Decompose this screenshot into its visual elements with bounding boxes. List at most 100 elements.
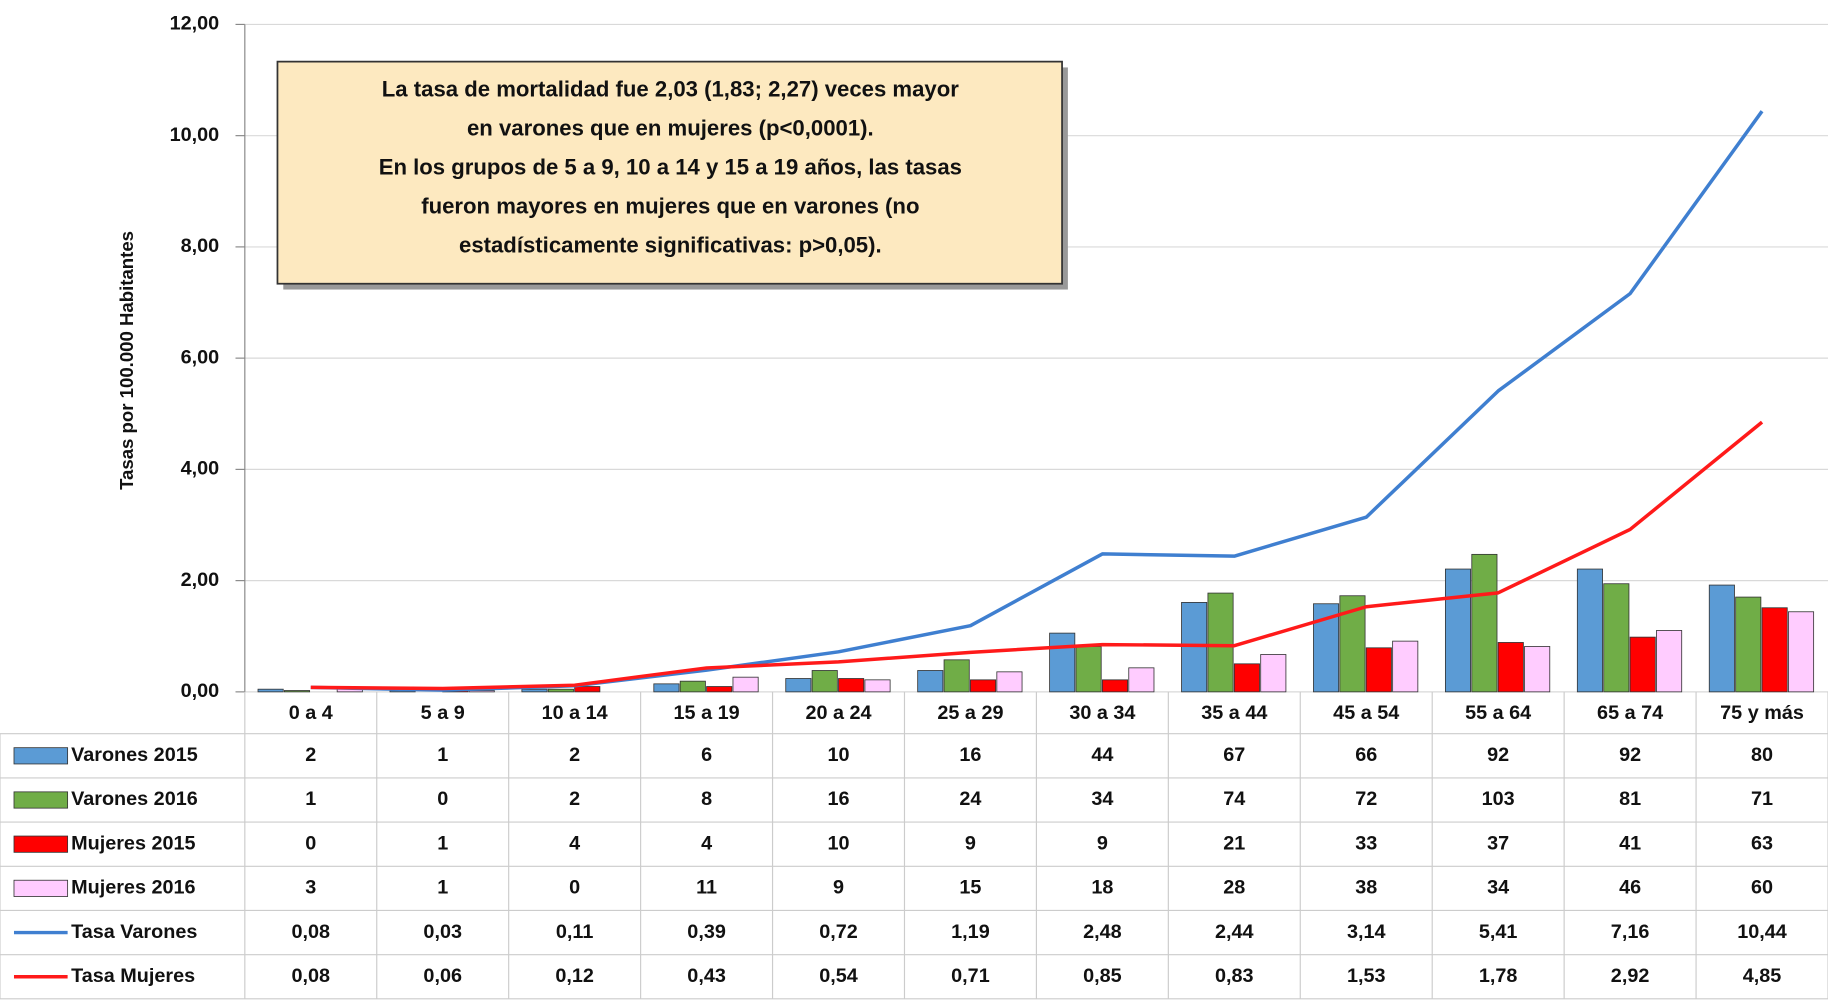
legend-label: Mujeres 2016 — [71, 877, 195, 899]
bar — [1603, 583, 1630, 693]
table-value: 0,71 — [951, 965, 990, 987]
x-tick-label: 25 a 29 — [937, 702, 1003, 724]
legend-label: Varones 2015 — [71, 744, 198, 766]
table-value: 92 — [1487, 744, 1509, 766]
table-value: 15 — [959, 877, 981, 899]
table-value: 5,41 — [1479, 921, 1518, 943]
bar — [1365, 647, 1392, 693]
table-value: 2,44 — [1215, 921, 1254, 943]
x-tick-label: 30 a 34 — [1069, 702, 1135, 724]
annotation-line: estadísticamente significativas: p>0,05)… — [459, 232, 882, 257]
table-value: 1 — [437, 744, 448, 766]
table-value: 67 — [1223, 744, 1245, 766]
x-tick-label: 55 a 64 — [1465, 702, 1531, 724]
bar — [521, 688, 548, 693]
table-value: 0,83 — [1215, 965, 1254, 987]
bar — [1788, 611, 1815, 693]
table-value: 1,78 — [1479, 965, 1518, 987]
table-value: 0,43 — [687, 965, 726, 987]
table-value: 2,92 — [1611, 965, 1650, 987]
table-value: 0,06 — [423, 965, 462, 987]
legend-label: Varones 2016 — [71, 788, 198, 810]
table-value: 0,08 — [292, 965, 331, 987]
table-value: 4,85 — [1743, 965, 1782, 987]
y-tick-label: 2,00 — [181, 569, 220, 591]
x-tick-label: 45 a 54 — [1333, 702, 1399, 724]
y-tick-label: 6,00 — [181, 346, 220, 368]
table-value: 0,39 — [687, 921, 726, 943]
table-value: 74 — [1223, 788, 1245, 810]
y-tick-label: 12,00 — [170, 13, 220, 35]
table-value: 4 — [569, 832, 580, 854]
bar — [864, 679, 891, 693]
table-value: 60 — [1751, 877, 1773, 899]
table-value: 6 — [701, 744, 712, 766]
x-tick-label: 65 a 74 — [1597, 702, 1663, 724]
legend-key — [13, 835, 69, 853]
table-value: 0,11 — [556, 921, 593, 943]
table-value: 0,85 — [1083, 965, 1122, 987]
table-value: 2 — [569, 788, 580, 810]
table-value: 0,12 — [555, 965, 594, 987]
table-value: 80 — [1751, 744, 1773, 766]
annotation-line: fueron mayores en mujeres que en varones… — [421, 193, 919, 218]
x-tick-label: 15 a 19 — [674, 702, 740, 724]
bar — [706, 686, 733, 693]
table-value: 4 — [701, 832, 712, 854]
x-tick-label: 35 a 44 — [1201, 702, 1267, 724]
y-tick-label: 4,00 — [181, 458, 220, 480]
table-value: 28 — [1223, 877, 1245, 899]
table-value: 0,72 — [819, 921, 858, 943]
table-value: 34 — [1487, 877, 1509, 899]
table-value: 103 — [1482, 788, 1515, 810]
table-value: 10 — [827, 744, 849, 766]
table-value: 7,16 — [1611, 921, 1650, 943]
table-value: 2,48 — [1083, 921, 1122, 943]
bar — [943, 659, 970, 693]
bar — [996, 671, 1023, 693]
y-tick-label: 0,00 — [181, 680, 220, 702]
x-tick-label: 0 a 4 — [289, 702, 333, 724]
legend-label: Tasa Varones — [71, 921, 197, 943]
table-value: 71 — [1751, 788, 1773, 810]
bar — [811, 670, 838, 693]
annotation-line: en varones que en mujeres (p<0,0001). — [467, 116, 874, 141]
table-value: 0 — [305, 832, 316, 854]
table-value: 18 — [1091, 877, 1113, 899]
table-value: 66 — [1355, 744, 1377, 766]
bar — [1471, 553, 1498, 693]
y-tick-label: 10,00 — [170, 124, 220, 146]
bar — [732, 676, 759, 693]
line — [310, 420, 1764, 691]
bar — [1233, 663, 1260, 693]
table-value: 63 — [1751, 832, 1773, 854]
annotation: La tasa de mortalidad fue 2,03 (1,83; 2,… — [379, 77, 962, 258]
bar — [1629, 636, 1656, 693]
table-value: 11 — [696, 877, 717, 899]
legend-label: Mujeres 2015 — [71, 832, 195, 854]
bar — [1524, 646, 1551, 693]
bar — [970, 679, 997, 693]
bar — [1761, 607, 1788, 693]
table-value: 10,44 — [1737, 921, 1787, 943]
annotation-line: La tasa de mortalidad fue 2,03 (1,83; 2,… — [382, 77, 959, 102]
table-value: 92 — [1619, 744, 1641, 766]
x-tick-label: 75 y más — [1720, 702, 1804, 724]
table-value: 0 — [437, 788, 448, 810]
table-value: 10 — [827, 832, 849, 854]
table-value: 8 — [701, 788, 712, 810]
bar — [257, 688, 284, 693]
legend-key — [13, 791, 69, 809]
legend-key — [13, 747, 69, 765]
legend-key — [13, 879, 69, 897]
table-value: 38 — [1355, 877, 1377, 899]
bar — [1444, 568, 1472, 693]
y-tick-label: 8,00 — [181, 235, 220, 257]
table-value: 46 — [1619, 877, 1641, 899]
x-tick-label: 20 a 24 — [805, 702, 871, 724]
bar — [574, 686, 601, 693]
bar — [1207, 592, 1234, 693]
bar — [1576, 568, 1603, 693]
